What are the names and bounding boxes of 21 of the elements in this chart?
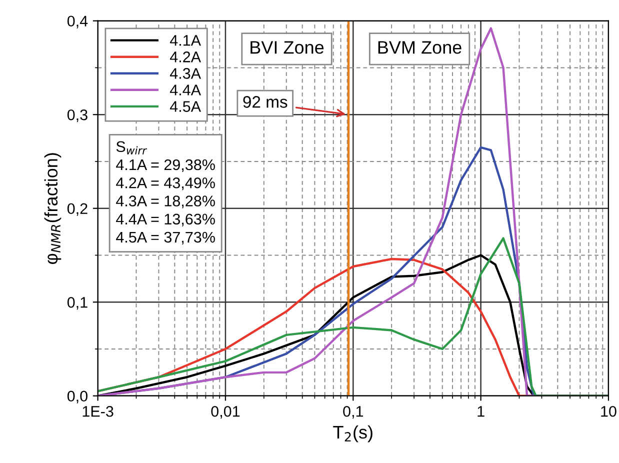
y-tick-label: 0,0: [67, 390, 88, 404]
ref-line-label: 92 ms: [243, 96, 288, 108]
x-tick-label: 1: [478, 406, 484, 417]
x-tick-label: 0,1: [343, 406, 364, 419]
annotation: BVM Zone: [378, 41, 462, 54]
legend-label: 4.3A: [170, 68, 202, 79]
x-tick-label: 0,01: [211, 406, 240, 419]
y-tick-label: 0,4: [67, 16, 88, 28]
x-axis-title: T$_{2}$(s): [333, 425, 372, 442]
y-tick-label: 0,2: [67, 203, 88, 216]
legend-label: 4.4A: [170, 84, 202, 96]
y-axis-title: φ$_{NMR}$(fraction): [44, 153, 62, 264]
annotation: S$_{wirr}$ 4.1A = 29,38% 4.2A = 43,49% 4.3A = 18,28% 4.4A = 13,63% 4.5A = 37,73%: [116, 141, 215, 244]
legend-label: 4.5A: [170, 101, 202, 112]
annotation: BVI Zone: [250, 41, 324, 54]
legend-label: 4.2A: [170, 52, 202, 62]
legend-label: 4.1A: [170, 35, 202, 46]
x-tick-label: 1E-3: [82, 406, 114, 417]
x-tick-label: 10: [601, 406, 616, 417]
y-tick-label: 0,1: [67, 296, 88, 310]
y-tick-label: 0,3: [67, 109, 88, 122]
